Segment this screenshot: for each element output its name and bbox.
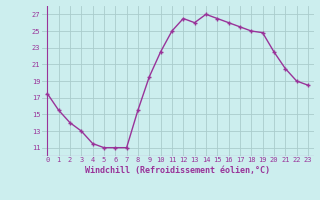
X-axis label: Windchill (Refroidissement éolien,°C): Windchill (Refroidissement éolien,°C) bbox=[85, 166, 270, 175]
